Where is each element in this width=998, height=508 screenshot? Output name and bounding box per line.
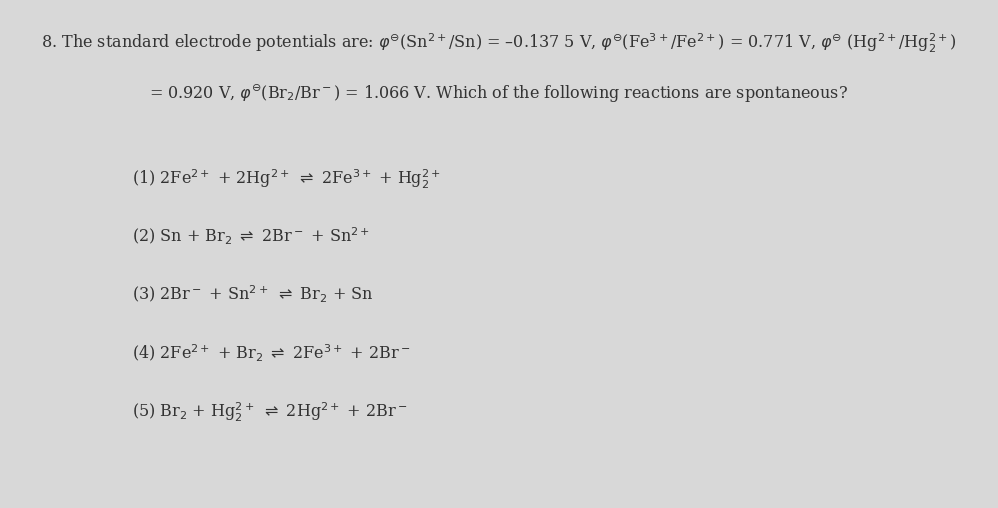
- Text: (5) Br$_2$ + Hg$_2^{2+}$ $\rightleftharpoons$ 2Hg$^{2+}$ + 2Br$^-$: (5) Br$_2$ + Hg$_2^{2+}$ $\rightleftharp…: [132, 400, 407, 424]
- Text: (3) 2Br$^-$ + Sn$^{2+}$ $\rightleftharpoons$ Br$_2$ + Sn: (3) 2Br$^-$ + Sn$^{2+}$ $\rightleftharpo…: [132, 284, 373, 305]
- Text: (4) 2Fe$^{2+}$ + Br$_2$ $\rightleftharpoons$ 2Fe$^{3+}$ + 2Br$^-$: (4) 2Fe$^{2+}$ + Br$_2$ $\rightleftharpo…: [132, 342, 410, 364]
- Text: (1) 2Fe$^{2+}$ + 2Hg$^{2+}$ $\rightleftharpoons$ 2Fe$^{3+}$ + Hg$_2^{2+}$: (1) 2Fe$^{2+}$ + 2Hg$^{2+}$ $\rightlefth…: [132, 168, 441, 192]
- Text: (2) Sn + Br$_2$ $\rightleftharpoons$ 2Br$^-$ + Sn$^{2+}$: (2) Sn + Br$_2$ $\rightleftharpoons$ 2Br…: [132, 226, 370, 247]
- Text: = 0.920 V, $\varphi^{\ominus}$(Br$_2$/Br$^-$) = 1.066 V. Which of the following : = 0.920 V, $\varphi^{\ominus}$(Br$_2$/Br…: [150, 82, 848, 104]
- Text: 8. The standard electrode potentials are: $\varphi^{\ominus}$(Sn$^{2+}$/Sn) = –0: 8. The standard electrode potentials are…: [41, 31, 957, 55]
